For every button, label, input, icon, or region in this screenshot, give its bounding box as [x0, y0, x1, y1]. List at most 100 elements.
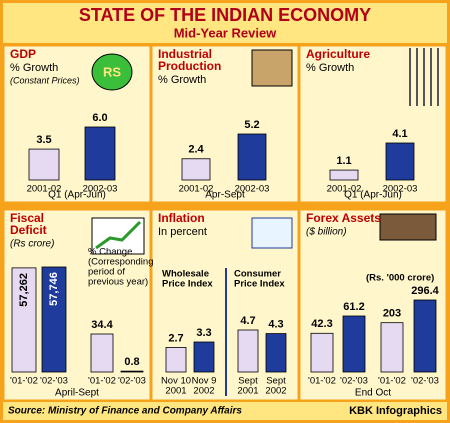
- x-axis-label: Q1 (Apr-Jun): [48, 190, 106, 201]
- category-label: '01-'02: [308, 376, 336, 387]
- category-label: 2001-02: [179, 184, 214, 195]
- panel-title: Deficit: [10, 223, 47, 237]
- value-label: 57,262: [18, 273, 30, 307]
- value-label: 4.3: [268, 318, 283, 330]
- panel-title: Fiscal: [10, 211, 44, 225]
- bar: [165, 347, 187, 373]
- value-label: 2.4: [188, 144, 204, 156]
- value-label: 296.4: [411, 285, 439, 297]
- category-label: Nov 10: [161, 376, 191, 387]
- value-label: 2.7: [168, 332, 183, 344]
- bar: [342, 315, 366, 373]
- bar: [41, 266, 67, 373]
- value-label: 5.2: [244, 119, 259, 131]
- chart-icon: [91, 217, 145, 255]
- chest-icon: [379, 213, 437, 241]
- category-label: Sept: [238, 376, 258, 387]
- group-label: previous year): [88, 277, 148, 288]
- value-label: 4.1: [392, 128, 407, 140]
- category-label: 2001-02: [327, 184, 362, 195]
- value-label: 3.3: [196, 327, 211, 339]
- panel-title: Production: [158, 59, 221, 73]
- category-label: 2002-03: [235, 184, 270, 195]
- footer-band: [3, 402, 447, 420]
- panel-title: GDP: [10, 47, 36, 61]
- panel: In percent 2.7 3.3 4.7 4.3: [151, 209, 299, 401]
- category-label: 2002-03: [83, 184, 118, 195]
- panel-title: Agriculture: [306, 47, 370, 61]
- bar: [11, 267, 37, 373]
- category-label: 2002: [265, 386, 286, 397]
- bar: [90, 333, 114, 373]
- category-label: '02-'03: [340, 376, 368, 387]
- x-axis-label: Q1 (Apr-Jun): [344, 190, 402, 201]
- category-label: '02-'03: [118, 376, 146, 387]
- panel-bg: [299, 45, 447, 203]
- group-label: (Rs. '000 crore): [366, 273, 434, 284]
- group-label: Price Index: [162, 279, 213, 290]
- bar: [84, 126, 116, 181]
- value-label: 3.5: [36, 134, 51, 146]
- bar: [385, 142, 415, 181]
- category-label: 2001: [165, 386, 186, 397]
- group-label: Consumer: [234, 269, 281, 280]
- bar: [237, 329, 259, 373]
- bar: [265, 333, 287, 373]
- value-label: 61.2: [343, 301, 364, 313]
- panel-subtitle: In percent: [158, 226, 207, 238]
- panel-subtitle: % Growth: [10, 62, 58, 74]
- bar: [181, 158, 211, 181]
- category-label: 2001-02: [27, 184, 62, 195]
- panel-subtitle: % Growth: [158, 74, 206, 86]
- panels: RS% Growth(Constant Prices)Q1 (Apr-Jun)3…: [3, 45, 447, 401]
- bar: [310, 332, 334, 373]
- value-label: 0.8: [124, 356, 139, 368]
- header-band: [3, 3, 447, 43]
- category-label: '02-'03: [411, 376, 439, 387]
- x-axis-label: End Oct: [355, 388, 391, 399]
- category-label: '02-'03: [40, 376, 68, 387]
- category-label: '01-'02: [88, 376, 116, 387]
- category-label: '01-'02: [10, 376, 38, 387]
- group-label: % Change: [88, 247, 132, 258]
- money-bag-icon: [91, 53, 133, 91]
- category-label: Sept: [266, 376, 286, 387]
- bar: [193, 341, 215, 373]
- panel-title: Industrial: [158, 47, 212, 61]
- category-label: '01-'02: [378, 376, 406, 387]
- bar: [380, 322, 404, 373]
- group-label: (Corresponding: [88, 257, 153, 268]
- chart-icon-line: [95, 220, 142, 250]
- group-label: Price Index: [234, 279, 285, 290]
- grid-icon: [251, 217, 293, 249]
- value-label: 57,746: [48, 272, 60, 306]
- value-label: 6.0: [92, 112, 107, 124]
- panel-subtitle: (Rs crore): [10, 239, 54, 250]
- bar: [413, 299, 437, 373]
- value-label: 4.7: [240, 315, 255, 327]
- value-label: 203: [383, 308, 401, 320]
- source: Source: Ministry of Finance and Company …: [8, 406, 242, 417]
- value-label: 42.3: [311, 318, 332, 330]
- panel: % Growth Q1 (Apr-Jun) 1.1 4.1: [299, 45, 447, 203]
- value-label: 34.4: [91, 319, 113, 331]
- panel-title: Inflation: [158, 211, 205, 225]
- panel: (Rs crore) April-Sept 57,262 57,746 34.4 0.8: [3, 209, 151, 401]
- bar: [28, 148, 60, 181]
- group-label: period of: [88, 267, 125, 278]
- x-axis-label: Apr-Sept: [205, 190, 245, 201]
- bar: [237, 133, 267, 181]
- category-label: 2002: [193, 386, 214, 397]
- credit: KBK Infographics: [349, 405, 442, 417]
- category-label: 2001: [237, 386, 258, 397]
- panel-note: (Constant Prices): [10, 75, 80, 85]
- category-label: 2002-03: [383, 184, 418, 195]
- panel-subtitle: % Growth: [306, 62, 354, 74]
- panel: % Growth Apr-Sept 2.4 5.2: [151, 45, 299, 203]
- panel-subtitle: ($ billion): [306, 227, 347, 238]
- panel: RS % Growth(Constant Prices) Q1 (Apr-Jun) 3…: [3, 45, 151, 203]
- value-label: 1.1: [336, 155, 351, 167]
- panel-title: Forex Assets: [306, 211, 381, 225]
- page-title: STATE OF THE INDIAN ECONOMY: [79, 5, 371, 25]
